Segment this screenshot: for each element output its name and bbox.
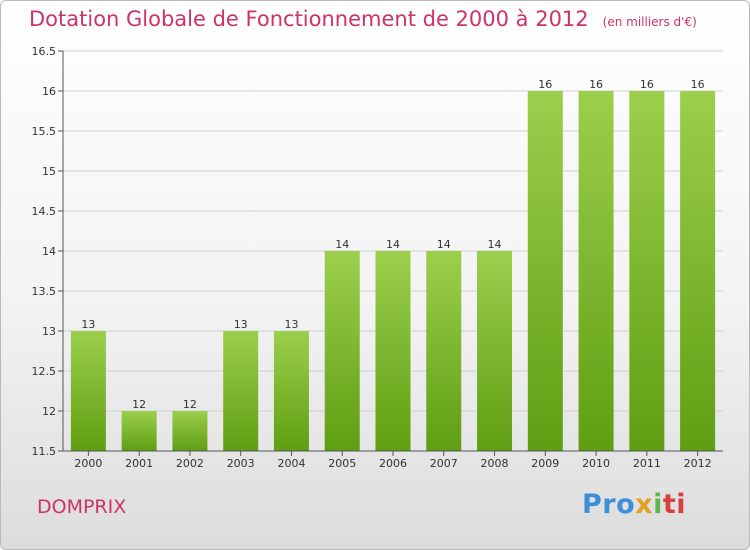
proxiti-logo: Proxiti xyxy=(582,489,687,520)
x-tick-label: 2000 xyxy=(74,457,102,470)
axes xyxy=(62,51,723,452)
y-tick-label: 11.5 xyxy=(32,445,57,458)
y-tick-label: 14 xyxy=(42,245,56,258)
x-axis-ticks: 2000 2001 2002 2003 2004 2005 2006 2007 2008 2009… xyxy=(74,451,712,470)
y-axis-ticks: 11.5 12 12.5 13 13.5 14 14.5 15 15.5 16 16.5 xyxy=(32,45,63,458)
y-tick-label: 16 xyxy=(42,85,56,98)
chart-title-text: Dotation Globale de Fonctionnement de 20… xyxy=(29,7,589,31)
bar-2000 xyxy=(70,331,106,451)
bar-2002 xyxy=(172,411,208,451)
data-label: 16 xyxy=(589,78,603,91)
data-label: 16 xyxy=(640,78,654,91)
data-label: 16 xyxy=(538,78,552,91)
bar-2006 xyxy=(375,251,411,451)
y-tick-label: 12 xyxy=(42,405,56,418)
x-tick-label: 2012 xyxy=(684,457,712,470)
y-tick-label: 15.5 xyxy=(32,125,57,138)
x-tick-label: 2007 xyxy=(430,457,458,470)
bar-2007 xyxy=(426,251,462,451)
data-label: 12 xyxy=(132,398,146,411)
chart-title: Dotation Globale de Fonctionnement de 20… xyxy=(29,7,697,31)
data-label: 13 xyxy=(284,318,298,331)
data-label: 16 xyxy=(691,78,705,91)
data-label: 14 xyxy=(488,238,502,251)
y-tick-label: 15 xyxy=(42,165,56,178)
x-tick-label: 2001 xyxy=(125,457,153,470)
bar-2010 xyxy=(578,91,614,451)
data-label: 13 xyxy=(234,318,248,331)
commune-name: DOMPRIX xyxy=(37,496,127,518)
y-tick-label: 12.5 xyxy=(32,365,57,378)
y-tick-label: 13.5 xyxy=(32,285,57,298)
y-tick-label: 13 xyxy=(42,325,56,338)
data-label: 14 xyxy=(386,238,400,251)
data-label: 12 xyxy=(183,398,197,411)
bars: 13 12 12 13 13 14 14 14 14 16 16 16 16 xyxy=(70,78,716,451)
x-tick-label: 2010 xyxy=(582,457,610,470)
bar-2008 xyxy=(477,251,513,451)
chart-subtitle: (en milliers d'€) xyxy=(602,15,697,29)
x-tick-label: 2011 xyxy=(633,457,661,470)
data-label: 13 xyxy=(81,318,95,331)
y-tick-label: 14.5 xyxy=(32,205,57,218)
bar-2005 xyxy=(324,251,360,451)
bar-2004 xyxy=(273,331,309,451)
x-tick-label: 2003 xyxy=(227,457,255,470)
data-label: 14 xyxy=(335,238,349,251)
bar-2003 xyxy=(223,331,259,451)
bar-2001 xyxy=(121,411,157,451)
x-tick-label: 2005 xyxy=(328,457,356,470)
bar-2009 xyxy=(527,91,563,451)
x-tick-label: 2004 xyxy=(277,457,305,470)
bar-2011 xyxy=(629,91,665,451)
bar-2012 xyxy=(680,91,716,451)
data-label: 14 xyxy=(437,238,451,251)
x-tick-label: 2002 xyxy=(176,457,204,470)
x-tick-label: 2009 xyxy=(531,457,559,470)
x-tick-label: 2006 xyxy=(379,457,407,470)
x-tick-label: 2008 xyxy=(481,457,509,470)
y-tick-label: 16.5 xyxy=(32,45,57,58)
